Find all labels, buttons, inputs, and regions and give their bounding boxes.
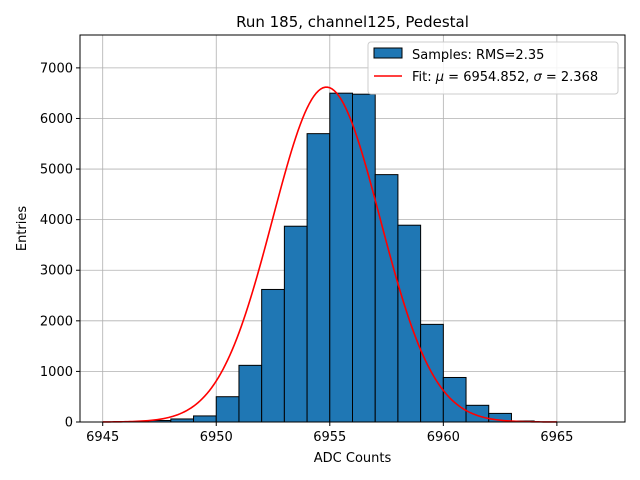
histogram-bar (442, 376, 467, 423)
y-tick-label: 4000 (40, 213, 73, 228)
histogram-bar (215, 396, 240, 423)
histogram-bar (465, 404, 490, 423)
x-tick-label: 6955 (313, 430, 346, 445)
y-tick-label: 0 (65, 416, 73, 431)
legend-fit-mu-value: = 6954.852, (444, 70, 533, 85)
chart-title: Run 185, channel125, Pedestal (236, 13, 469, 31)
legend-histogram-label: Samples: RMS=2.35 (412, 48, 544, 63)
x-tick-label: 6960 (427, 430, 460, 445)
histogram-bar (193, 415, 217, 423)
y-tick-label: 5000 (40, 163, 73, 178)
x-tick-label: 6945 (86, 430, 119, 445)
legend: Samples: RMS=2.35 Fit: μ = 6954.852, σ =… (367, 41, 619, 95)
histogram-bar (397, 224, 422, 423)
legend-box (367, 41, 619, 95)
y-tick-label: 6000 (40, 112, 73, 127)
legend-fit-label: Fit: μ = 6954.852, σ = 2.368 (412, 70, 598, 85)
histogram-bar (306, 133, 331, 423)
legend-fit-label-prefix: Fit: (412, 70, 436, 85)
histogram-bar (329, 92, 353, 423)
histogram-bar (352, 93, 376, 423)
legend-fit-sigma-value: = 2.368 (542, 70, 598, 85)
y-tick-label: 2000 (40, 314, 73, 329)
fit-curve-layer (102, 86, 557, 423)
y-axis-label: Entries (15, 206, 30, 252)
axis-ticks: 6945 6950 6955 6960 6965 0 1000 2000 3000 4000 500… (40, 61, 574, 445)
y-tick-label: 3000 (40, 264, 73, 279)
y-tick-label: 1000 (40, 365, 73, 380)
legend-fit-sigma-symbol: σ (534, 70, 543, 85)
legend-fit-mu-symbol: μ (435, 70, 444, 85)
y-tick-label: 7000 (40, 61, 73, 76)
histogram-bars (124, 92, 535, 423)
histogram-bar (261, 288, 285, 423)
x-tick-label: 6950 (200, 430, 233, 445)
plot-frame (79, 34, 626, 423)
fit-curve (102, 86, 557, 423)
histogram-bar (238, 364, 263, 423)
x-axis-label: ADC Counts (314, 451, 392, 466)
legend-histogram-swatch (373, 47, 403, 59)
histogram-bar (283, 225, 308, 423)
x-tick-label: 6965 (540, 430, 573, 445)
